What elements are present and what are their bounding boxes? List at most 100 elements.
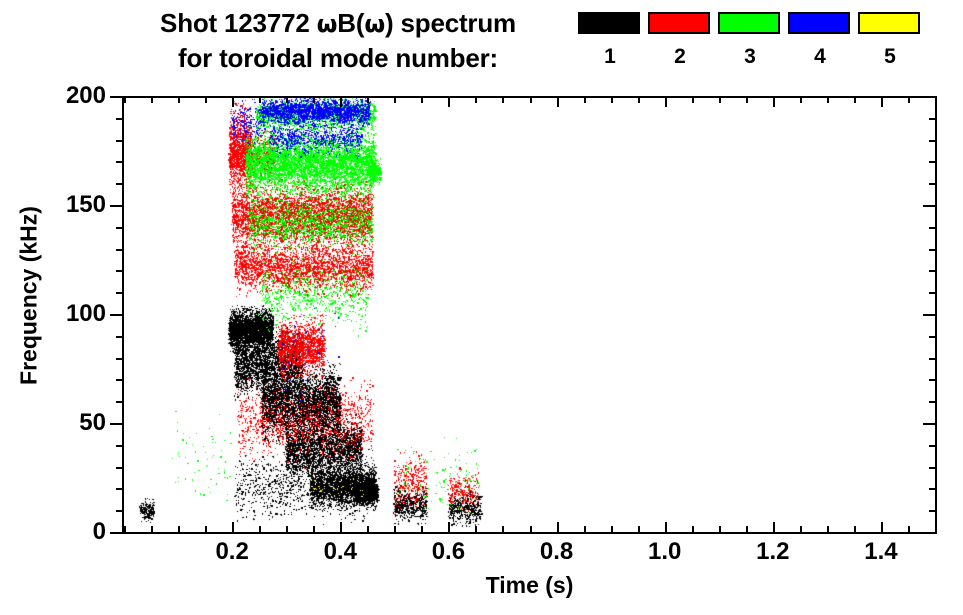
- y-tick-label-0: 0: [92, 518, 106, 545]
- x-tick-1.05: [692, 526, 694, 534]
- x-axis-label: Time (s): [485, 572, 574, 598]
- omega-symbol-2: ω: [364, 10, 386, 38]
- legend-label-4: 4: [814, 45, 826, 68]
- x-tick-1.35: [854, 526, 856, 534]
- x-tick-top-0.3: [286, 96, 288, 103]
- legend-swatch-5: [858, 12, 920, 34]
- plot-area: [124, 96, 935, 533]
- x-tick-top-0.8: [557, 96, 559, 107]
- x-tick-0.65: [475, 526, 477, 534]
- legend-item-3: 3: [718, 12, 782, 68]
- legend-label-2: 2: [674, 45, 686, 68]
- x-tick-top-1.35: [854, 96, 856, 103]
- x-tick-top-0.1: [178, 96, 180, 103]
- y-tick-right-160: [929, 183, 937, 185]
- x-tick-0.45: [367, 526, 369, 534]
- y-tick-140: [116, 227, 124, 229]
- title-line-2: for toroidal mode number:: [177, 43, 498, 73]
- x-tick-top-0: [124, 96, 126, 103]
- x-tick-1.3: [827, 526, 829, 534]
- y-tick-100: [110, 314, 124, 316]
- x-tick-label-0.2: 0.2: [215, 538, 249, 565]
- x-tick-0.4: [340, 522, 342, 534]
- y-tick-label-150: 150: [65, 191, 106, 218]
- y-tick-150: [110, 205, 124, 207]
- y-tick-110: [116, 292, 124, 294]
- legend-label-5: 5: [884, 45, 896, 68]
- y-tick-right-110: [929, 292, 937, 294]
- spectrogram-canvas: [124, 96, 935, 533]
- y-tick-right-30: [929, 467, 937, 469]
- omega-symbol-1: ω: [316, 10, 338, 38]
- title-line-1: Shot 123772 ωB(ω) spectrum: [108, 6, 568, 41]
- x-tick-top-0.75: [530, 96, 532, 103]
- x-tick-top-0.7: [502, 96, 504, 103]
- y-tick-right-60: [929, 401, 937, 403]
- x-tick-1: [665, 522, 667, 534]
- y-tick-right-190: [929, 118, 937, 120]
- x-tick-0.15: [205, 526, 207, 534]
- x-tick-top-0.4: [340, 96, 342, 107]
- x-tick-1.4: [881, 522, 883, 534]
- x-tick-1.45: [908, 526, 910, 534]
- x-tick-top-1.1: [719, 96, 721, 103]
- x-tick-top-0.55: [421, 96, 423, 103]
- title-line-1-suffix: ) spectrum: [385, 8, 516, 38]
- x-tick-top-0.2: [232, 96, 234, 107]
- y-tick-right-40: [929, 445, 937, 447]
- x-tick-top-1.05: [692, 96, 694, 103]
- x-tick-top-0.25: [259, 96, 261, 103]
- x-tick-1.25: [800, 526, 802, 534]
- legend-item-5: 5: [858, 12, 922, 68]
- x-tick-0: [124, 526, 126, 534]
- legend-swatch-4: [788, 12, 850, 34]
- x-tick-top-0.15: [205, 96, 207, 103]
- legend-swatch-3: [718, 12, 780, 34]
- y-tick-40: [116, 445, 124, 447]
- x-tick-0.05: [151, 526, 153, 534]
- x-tick-0.25: [259, 526, 261, 534]
- x-tick-0.9: [611, 526, 613, 534]
- y-tick-right-10: [929, 510, 937, 512]
- x-tick-1.1: [719, 526, 721, 534]
- y-tick-right-80: [929, 358, 937, 360]
- x-tick-0.8: [557, 522, 559, 534]
- y-tick-label-100: 100: [65, 300, 106, 327]
- x-tick-label-0.8: 0.8: [539, 538, 574, 565]
- x-tick-top-0.95: [638, 96, 640, 103]
- x-tick-0.3: [286, 526, 288, 534]
- x-tick-0.5: [394, 526, 396, 534]
- title-line-1-prefix: Shot 123772: [160, 8, 317, 38]
- y-tick-right-140: [929, 227, 937, 229]
- y-tick-right-70: [929, 379, 937, 381]
- x-tick-1.2: [773, 522, 775, 534]
- legend-item-1: 1: [578, 12, 642, 68]
- x-tick-label-0.4: 0.4: [323, 538, 357, 565]
- y-tick-right-200: [923, 96, 937, 98]
- x-tick-0.2: [232, 522, 234, 534]
- x-tick-top-0.5: [394, 96, 396, 103]
- y-tick-170: [116, 161, 124, 163]
- y-tick-160: [116, 183, 124, 185]
- y-tick-right-100: [923, 314, 937, 316]
- x-tick-0.7: [502, 526, 504, 534]
- x-tick-1.15: [746, 526, 748, 534]
- x-tick-label-1.4: 1.4: [864, 538, 898, 565]
- y-tick-right-120: [929, 270, 937, 272]
- x-tick-0.35: [313, 526, 315, 534]
- x-tick-label-1.0: 1.0: [647, 538, 682, 565]
- x-tick-1.5: [935, 526, 937, 534]
- x-tick-0.6: [448, 522, 450, 534]
- x-tick-top-0.6: [448, 96, 450, 107]
- x-tick-top-1.5: [935, 96, 937, 103]
- y-tick-190: [116, 118, 124, 120]
- x-tick-top-0.65: [475, 96, 477, 103]
- x-tick-top-1.45: [908, 96, 910, 103]
- legend-item-4: 4: [788, 12, 852, 68]
- y-tick-right-170: [929, 161, 937, 163]
- x-tick-top-1.25: [800, 96, 802, 103]
- mode-number-legend: 1 2 3 4 5: [578, 12, 930, 90]
- x-tick-0.55: [421, 526, 423, 534]
- y-tick-right-150: [923, 205, 937, 207]
